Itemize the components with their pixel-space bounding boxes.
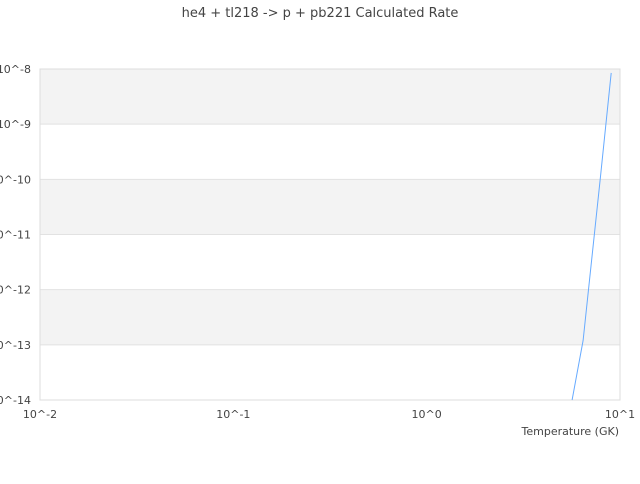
y-tick-label: 10^-9 [0,118,31,131]
y-axis: 10^-8 10^-9 10^-10 10^-11 10^-12 10^-13 10^-14 [0,63,31,407]
y-tick-label: 10^-13 [0,339,31,352]
x-tick-label: 10^-2 [23,408,57,421]
chart-title: he4 + tl218 -> p + pb221 Calculated Rate [182,6,459,21]
series-line [571,72,612,401]
x-axis: 10^-2 10^-1 10^0 10^1 [23,408,635,421]
plot-frame [39,68,621,401]
y-tick-label: 10^-8 [0,63,31,76]
plot-band [40,69,620,125]
y-tick-label: 10^-10 [0,173,31,186]
y-tick-label: 10^-12 [0,284,31,297]
x-tick-label: 10^1 [605,408,635,421]
series-group [571,72,612,401]
y-tick-label: 10^-11 [0,229,31,242]
plot-bands [40,69,620,345]
x-axis-label: Temperature (GK) [521,425,620,438]
x-tick-label: 10^-1 [216,408,250,421]
plot-band [40,289,620,345]
x-tick-label: 10^0 [412,408,442,421]
plot-band [40,179,620,235]
y-tick-label: 10^-14 [0,394,31,407]
